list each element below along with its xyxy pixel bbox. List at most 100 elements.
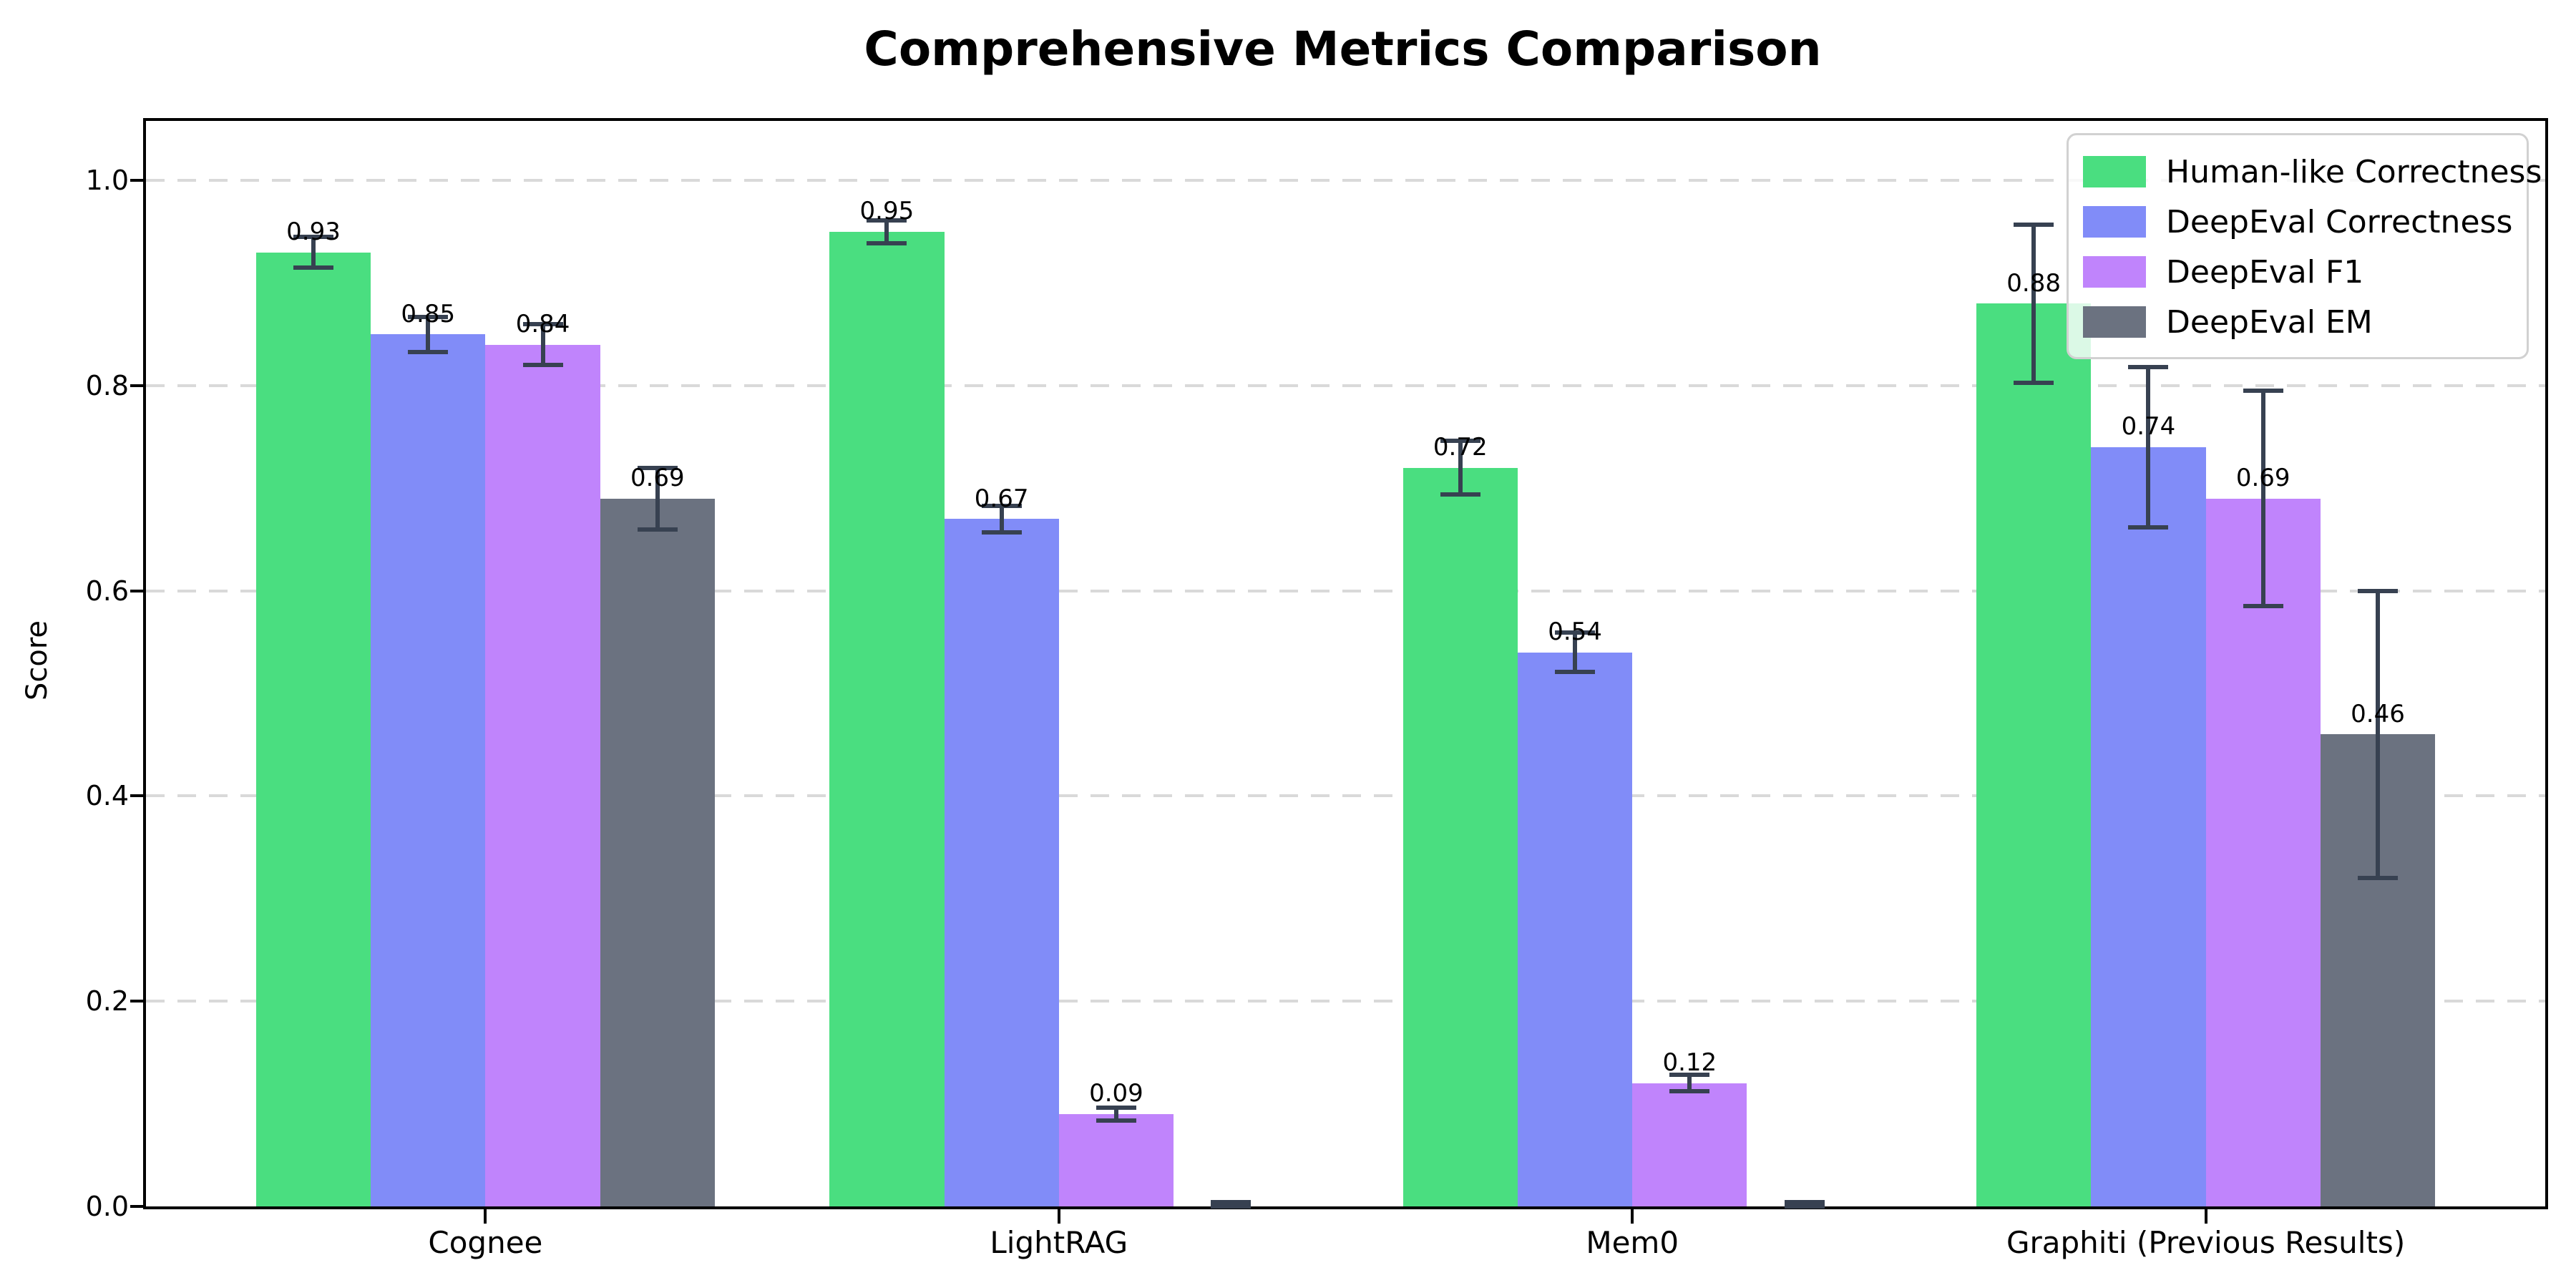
x-axis-tick: [1631, 1209, 1634, 1224]
error-bar-graphiti-previous-results-human-like-correctness: [2031, 224, 2036, 383]
y-axis-tick: [130, 384, 143, 387]
error-bar-cap: [981, 530, 1022, 535]
error-bar-cap: [867, 218, 907, 223]
error-bar-cap: [2014, 222, 2054, 227]
bar-cognee-deepeval-correctness: [371, 334, 486, 1206]
error-bar-cap: [293, 235, 333, 240]
error-bar-mem0-deepeval-correctness: [1573, 633, 1578, 672]
bar-cognee-deepeval-em: [600, 498, 715, 1206]
error-bar-graphiti-previous-results-deepeval-em: [2375, 590, 2380, 879]
bar-value-label: 0.95: [859, 197, 914, 226]
error-bar-graphiti-previous-results-deepeval-f1: [2260, 391, 2265, 607]
chart-title: Comprehensive Metrics Comparison: [864, 21, 1822, 77]
error-bar-cap: [293, 265, 333, 270]
error-bar-cognee-deepeval-em: [655, 467, 660, 530]
error-bar-cap: [522, 321, 563, 326]
bar-value-label: 0.46: [2351, 699, 2405, 728]
error-bar-cap: [1669, 1089, 1710, 1094]
error-bar-cap: [1784, 1200, 1825, 1205]
bar-mem0-deepeval-f1: [1632, 1083, 1747, 1206]
bar-value-label: 0.84: [515, 309, 570, 338]
legend-item-deepeval-em: DeepEval EM: [2083, 297, 2519, 347]
x-category-label-cognee: Cognee: [428, 1225, 543, 1260]
bar-cognee-deepeval-f1: [485, 344, 600, 1206]
error-bar-cap: [2243, 604, 2283, 609]
bar-value-label: 0.69: [2235, 463, 2290, 492]
error-bar-cap: [2014, 380, 2054, 385]
error-bar-cap: [1555, 630, 1596, 635]
error-bar-cap: [637, 527, 678, 532]
y-tick-label: 0.8: [85, 369, 129, 401]
x-axis-tick: [2204, 1209, 2207, 1224]
y-tick-label: 0.6: [85, 575, 129, 607]
legend-label: DeepEval Correctness: [2166, 203, 2513, 240]
bar-mem0-human-like-correctness: [1402, 467, 1518, 1206]
gridline: [146, 794, 2545, 798]
error-bar-cognee-deepeval-f1: [540, 323, 545, 366]
error-bar-cap: [1784, 1204, 1825, 1209]
x-axis-tick: [484, 1209, 487, 1224]
x-category-label-mem0: Mem0: [1586, 1225, 1679, 1260]
error-bar-cap: [637, 465, 678, 470]
error-bar-mem0-human-like-correctness: [1458, 441, 1463, 494]
error-bar-cap: [1440, 492, 1480, 497]
error-bar-cap: [2243, 389, 2283, 394]
bar-lightrag-deepeval-correctness: [944, 519, 1059, 1206]
y-axis-tick: [130, 1000, 143, 1003]
bar-value-label: 0.69: [630, 463, 685, 492]
error-bar-lightrag-deepeval-correctness: [999, 505, 1004, 532]
gridline: [146, 384, 2545, 387]
bar-value-label: 0.54: [1548, 618, 1602, 647]
legend: Human-like Correctness DeepEval Correctne…: [2067, 133, 2542, 359]
legend-swatch-deepeval-em: [2083, 306, 2146, 338]
bar-value-label: 0.88: [2006, 268, 2062, 298]
bar-value-label: 0.93: [286, 217, 341, 246]
error-bar-cap: [1669, 1073, 1710, 1078]
error-bar-cap: [1211, 1204, 1252, 1209]
error-bar-lightrag-deepeval-f1: [1113, 1108, 1118, 1121]
bar-mem0-deepeval-correctness: [1517, 652, 1633, 1206]
bar-value-label: 0.74: [2121, 412, 2176, 441]
y-tick-label: 1.0: [85, 165, 129, 197]
x-category-label-graphiti-previous-results: Graphiti (Previous Results): [2006, 1225, 2406, 1260]
legend-label: Human-like Correctness: [2166, 153, 2542, 190]
error-bar-cap: [867, 240, 907, 245]
bar-graphiti-previous-results-human-like-correctness: [1976, 303, 2092, 1206]
bar-cognee-human-like-correctness: [255, 252, 371, 1206]
y-axis-label: Score: [21, 620, 54, 701]
error-bar-cap: [522, 363, 563, 368]
y-tick-label: 0.0: [85, 1191, 129, 1222]
error-bar-cognee-human-like-correctness: [311, 237, 316, 268]
error-bar-cognee-deepeval-correctness: [426, 316, 431, 352]
bar-lightrag-human-like-correctness: [829, 231, 945, 1206]
error-bar-cap: [1440, 439, 1480, 444]
x-category-label-lightrag: LightRAG: [990, 1225, 1128, 1260]
bar-value-label: 0.85: [401, 299, 456, 328]
error-bar-cap: [1555, 669, 1596, 674]
legend-item-human-like-correctness: Human-like Correctness: [2083, 147, 2542, 197]
error-bar-cap: [2128, 365, 2169, 370]
y-axis-tick: [130, 1205, 143, 1208]
legend-swatch-deepeval-correctness: [2083, 206, 2146, 238]
bar-value-label: 0.12: [1662, 1048, 1717, 1078]
bar-value-label: 0.09: [1089, 1079, 1143, 1108]
gridline: [146, 1000, 2545, 1003]
error-bar-cap: [2357, 588, 2398, 593]
legend-swatch-deepeval-f1: [2083, 256, 2146, 288]
bar-graphiti-previous-results-deepeval-correctness: [2091, 447, 2206, 1206]
gridline: [146, 179, 2545, 182]
y-tick-label: 0.4: [85, 780, 129, 812]
y-tick-label: 0.2: [85, 985, 129, 1018]
legend-label: DeepEval F1: [2166, 253, 2364, 291]
y-axis-tick: [130, 589, 143, 592]
x-axis-tick: [1057, 1209, 1060, 1224]
error-bar-cap: [1211, 1200, 1252, 1205]
legend-swatch-human-like-correctness: [2083, 156, 2146, 187]
y-axis-tick: [130, 179, 143, 182]
bar-lightrag-deepeval-f1: [1058, 1113, 1174, 1206]
legend-item-deepeval-f1: DeepEval F1: [2083, 247, 2519, 297]
error-bar-cap: [1096, 1106, 1136, 1111]
error-bar-cap: [2128, 525, 2169, 530]
legend-item-deepeval-correctness: DeepEval Correctness: [2083, 197, 2519, 247]
error-bar-graphiti-previous-results-deepeval-correctness: [2146, 367, 2151, 527]
